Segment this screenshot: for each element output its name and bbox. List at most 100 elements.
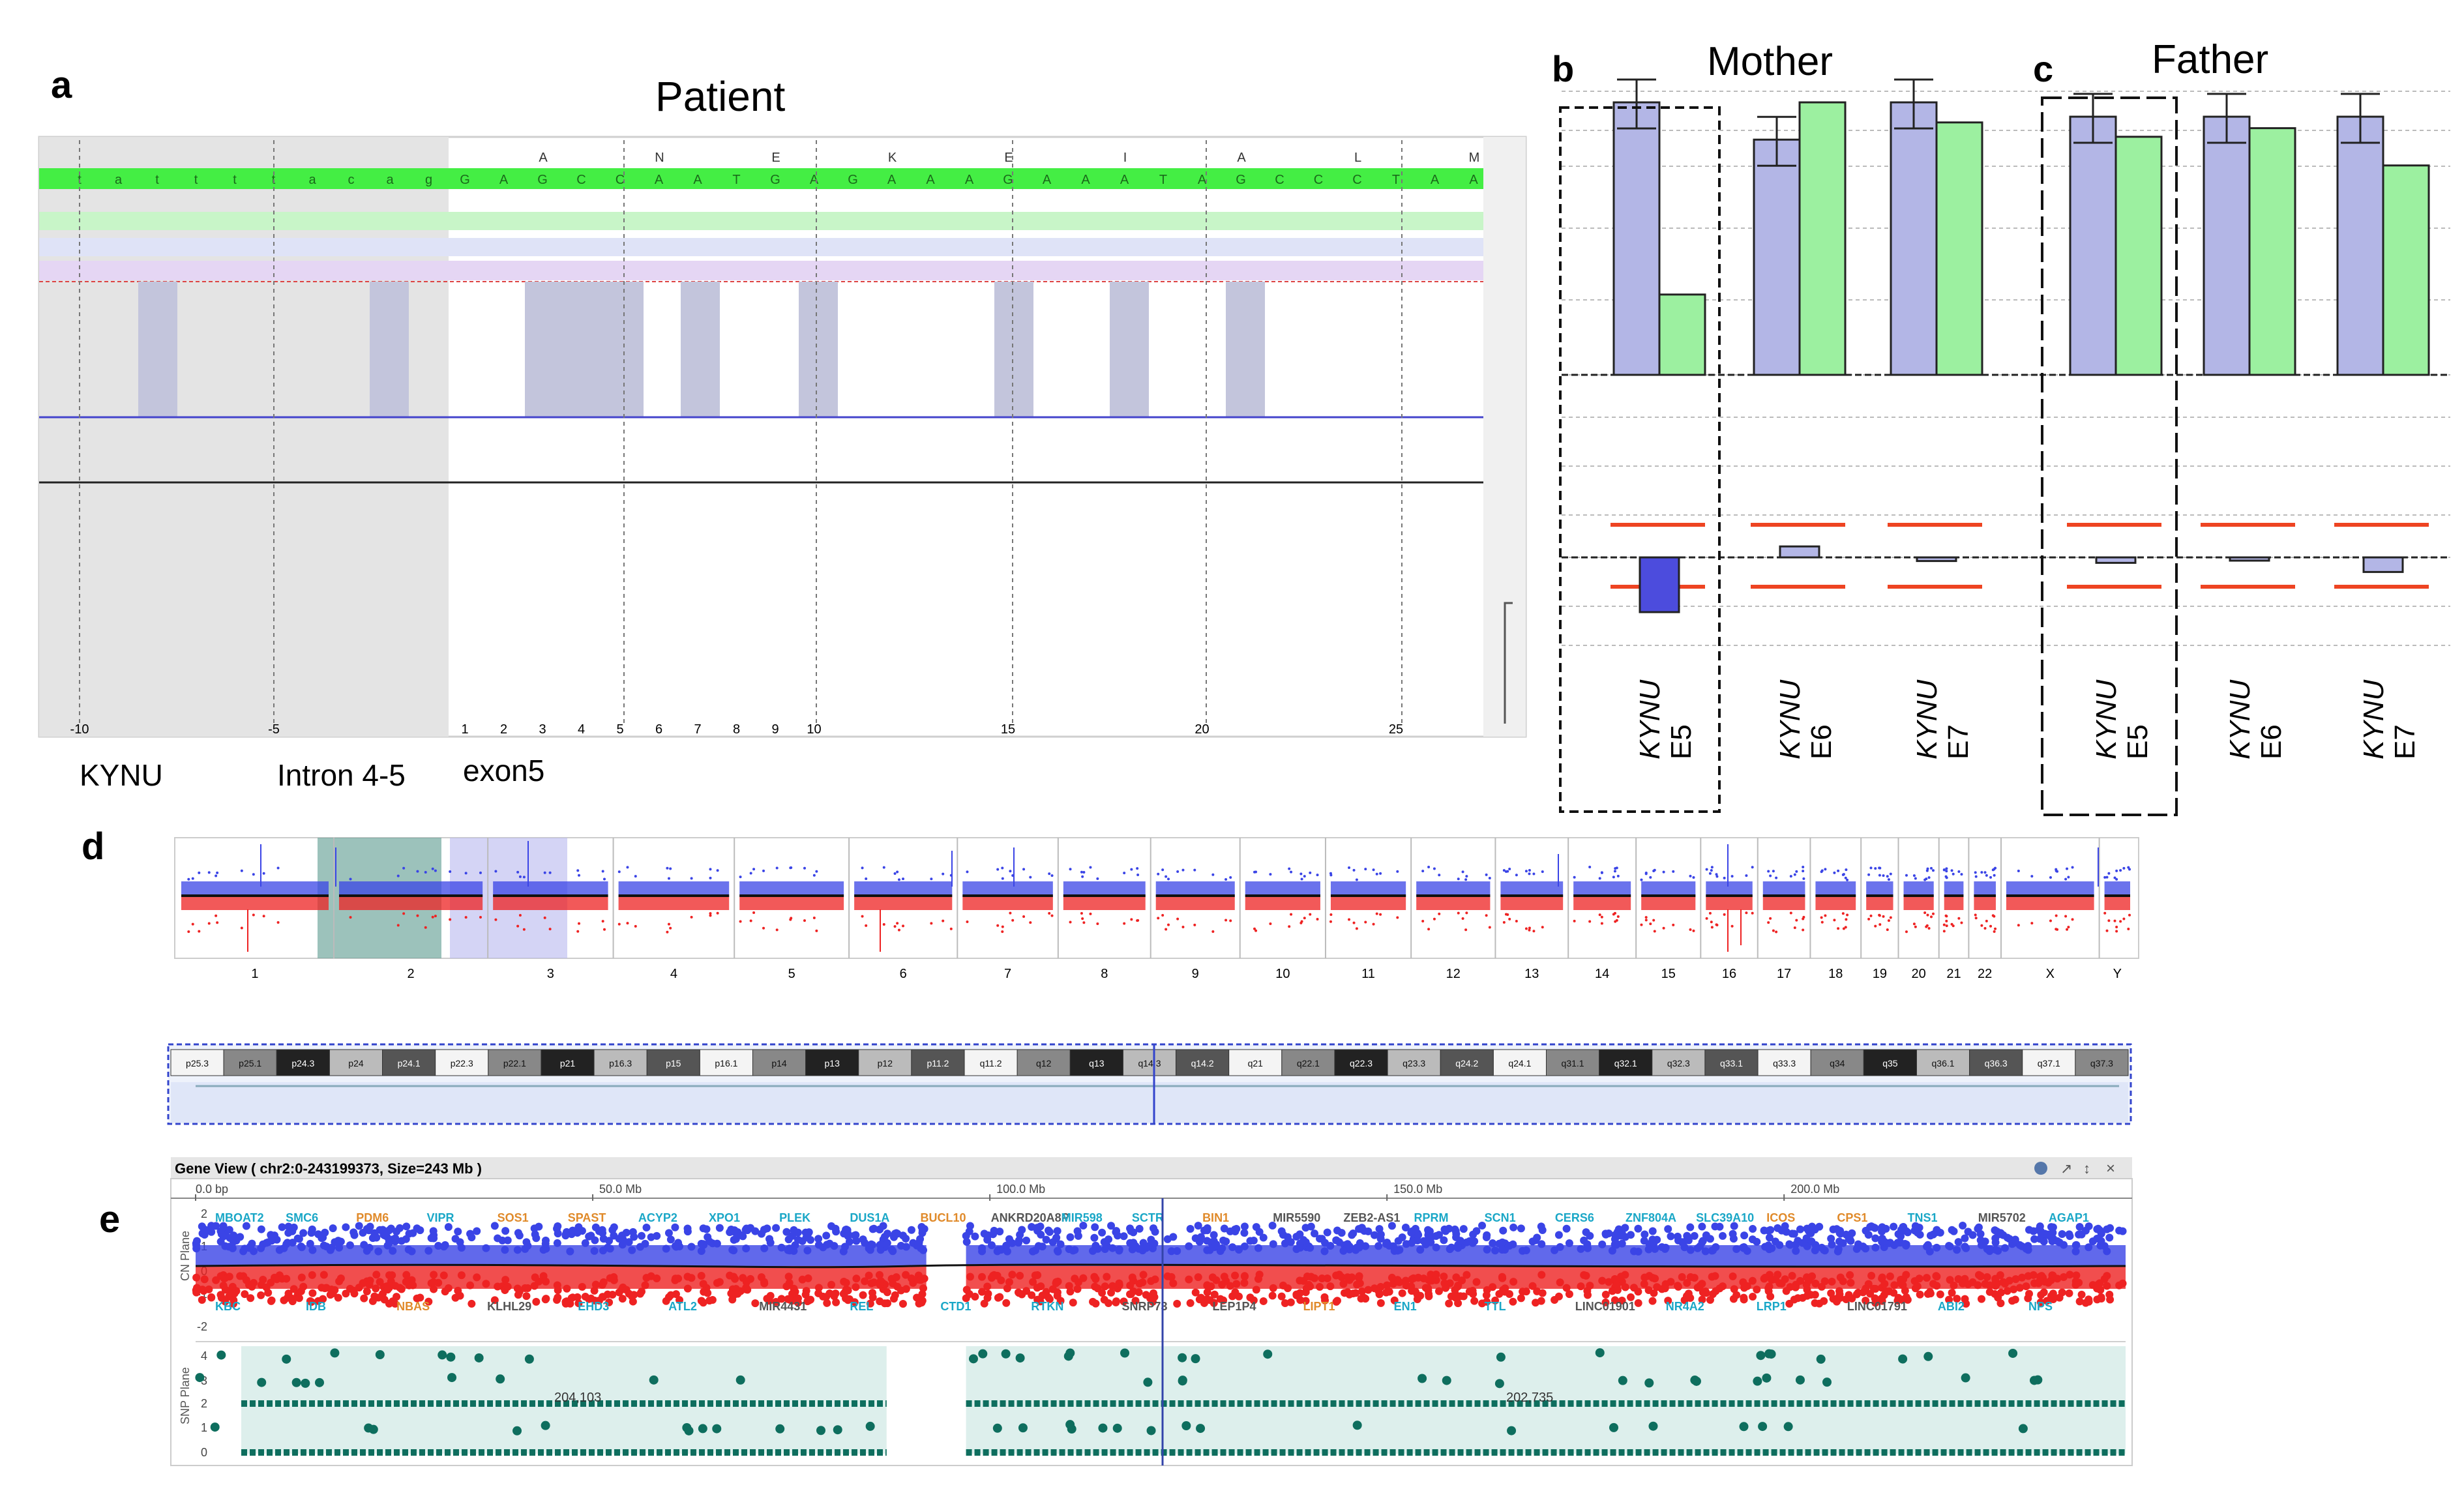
cn-point <box>1573 919 1576 922</box>
cn-point <box>503 1282 512 1291</box>
cn-point <box>1281 1299 1289 1307</box>
cn-point <box>1232 1224 1241 1233</box>
snp-region <box>241 1346 887 1454</box>
cn-point <box>1615 866 1618 870</box>
cn-point <box>1760 1274 1768 1283</box>
cn-point <box>1003 1247 1011 1256</box>
chromosome-label: 9 <box>1192 967 1199 981</box>
cn-point <box>868 1289 876 1297</box>
cn-point <box>1945 924 1948 928</box>
cn-point <box>334 1293 342 1302</box>
cn-point <box>788 1244 796 1253</box>
cn-point <box>1329 920 1332 923</box>
cn-point <box>1897 1226 1905 1234</box>
cn-point <box>1038 1243 1046 1251</box>
print-icon[interactable] <box>2034 1162 2047 1175</box>
exon-label: E7 <box>1942 724 1974 759</box>
cn-point <box>1613 870 1616 873</box>
cn-point <box>409 1229 417 1237</box>
cn-point <box>1820 1277 1829 1286</box>
cn-point <box>636 1289 644 1298</box>
cn-band-red <box>338 896 483 910</box>
cn-point <box>391 1234 400 1243</box>
cn-point <box>319 1271 328 1279</box>
exon-base: G <box>537 173 548 187</box>
ratio-bar <box>1916 556 1957 563</box>
cn-point <box>280 1296 288 1304</box>
cn-point <box>221 1297 230 1306</box>
band-label: q23.3 <box>1403 1058 1425 1068</box>
gene-label: SLC39A10 <box>1696 1211 1754 1224</box>
cn-point <box>1577 1244 1585 1253</box>
exon-label: E7 <box>2389 724 2421 759</box>
cn-point <box>1617 1231 1625 1240</box>
scroll-bracket <box>1504 602 1513 724</box>
ideogram-band <box>1599 1049 1653 1076</box>
cn-point <box>1577 1282 1585 1291</box>
snp-point <box>1442 1376 1451 1385</box>
cn-point <box>554 1229 562 1238</box>
cn-point <box>930 877 933 881</box>
snp-point <box>1015 1353 1025 1363</box>
cn-point <box>930 922 933 925</box>
cn-point <box>1107 1222 1116 1230</box>
cn-point <box>1811 1279 1820 1288</box>
cn-point <box>1069 1246 1077 1255</box>
cn-point <box>409 1281 417 1289</box>
pin-icon[interactable]: ↕ <box>2083 1160 2090 1177</box>
cn-point <box>1142 1291 1150 1299</box>
cn-point <box>1781 1275 1789 1284</box>
close-icon[interactable]: × <box>2106 1160 2115 1177</box>
cn-point <box>1775 876 1778 879</box>
cn-band-red <box>2104 896 2130 910</box>
bar-green <box>2382 164 2430 376</box>
cn-point <box>1288 925 1291 928</box>
cn-point <box>1161 868 1165 872</box>
cn-point <box>541 1295 550 1304</box>
cn-point <box>518 875 522 878</box>
cn-point <box>1598 1240 1607 1248</box>
snp-point <box>833 1425 842 1435</box>
cn-point <box>1957 870 1961 874</box>
cn-point <box>984 1289 992 1298</box>
cn-point <box>1767 870 1770 873</box>
cn-point <box>1890 1222 1898 1231</box>
cn-point <box>1960 921 1963 924</box>
cn-point <box>456 1291 464 1300</box>
axis-tick: 25 <box>1389 722 1403 737</box>
peak <box>799 282 838 417</box>
cn-point <box>1923 1241 1932 1249</box>
cn-point <box>1316 874 1319 877</box>
cn-point <box>318 1284 326 1292</box>
cn-point <box>1101 1282 1109 1291</box>
cn-point <box>865 924 868 927</box>
cn-point <box>994 1293 1002 1302</box>
gene-label: ATL2 <box>668 1300 697 1313</box>
cn-point <box>1911 1222 1920 1230</box>
cn-point <box>1899 1281 1907 1289</box>
detach-icon[interactable]: ↗ <box>2060 1160 2072 1177</box>
gene-label: TNS1 <box>1908 1211 1938 1224</box>
gene-label: PDM6 <box>356 1211 389 1224</box>
cn-point <box>850 1231 859 1240</box>
cn-point <box>1923 878 1927 881</box>
cn-point <box>494 1234 502 1243</box>
cn-point <box>1301 1288 1310 1297</box>
cn-point <box>666 1291 675 1299</box>
cn-point <box>1053 1227 1061 1235</box>
cn-point <box>1203 1224 1211 1232</box>
cn-point <box>1598 1276 1607 1285</box>
cn-point <box>295 1235 303 1243</box>
panel-d: d 1 2 3 4 5 6 7 8 9 10 11 12 13 14 15 16 17 18 19 20 21 22 X Y … <box>82 825 2139 1125</box>
cn-band-blue <box>1245 881 1320 896</box>
cn-point <box>1090 1273 1099 1281</box>
cn-point <box>374 1247 383 1256</box>
cn-point <box>2085 1243 2093 1252</box>
cn-point <box>1211 873 1215 876</box>
cn-band-blue <box>854 881 953 896</box>
cn-point <box>1583 1287 1592 1295</box>
cn-point <box>1837 927 1840 930</box>
cn-point <box>248 1239 256 1248</box>
cn-point <box>603 928 606 931</box>
cn-point <box>1878 1273 1886 1282</box>
